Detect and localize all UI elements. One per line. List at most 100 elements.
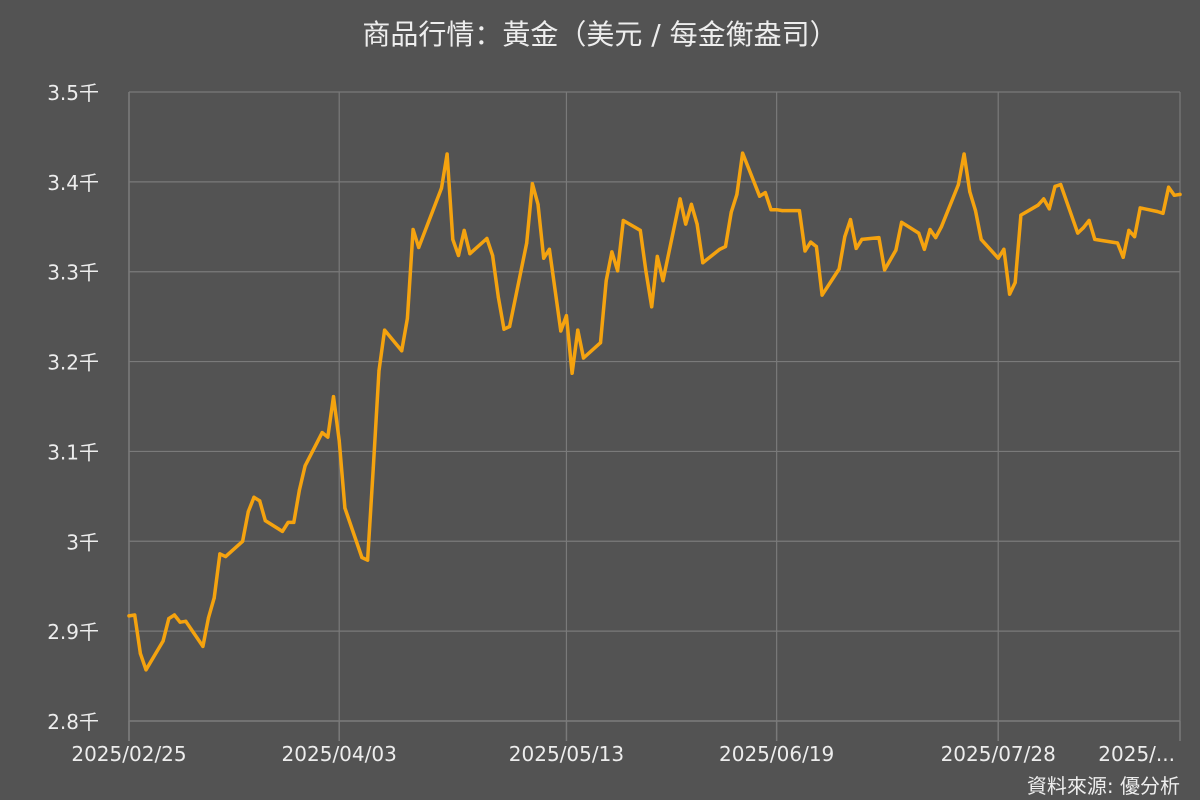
data-point: [530, 182, 534, 186]
data-point: [678, 197, 682, 201]
data-point: [894, 248, 898, 252]
data-point: [468, 252, 472, 256]
data-point: [689, 202, 694, 206]
data-point: [417, 245, 421, 250]
data-point: [1161, 211, 1165, 215]
data-point: [206, 616, 211, 620]
data-point: [201, 644, 205, 649]
data-point: [848, 217, 853, 222]
data-point: [252, 495, 256, 499]
data-point: [343, 506, 347, 510]
data-point: [718, 247, 722, 251]
data-point: [144, 668, 148, 672]
y-tick-label: 3.3千: [47, 261, 99, 285]
data-point: [451, 237, 455, 241]
data-point: [218, 552, 222, 556]
data-point: [934, 235, 938, 240]
y-axis-tick-labels: 2.8千 2.9千 3千 3.1千 3.2千 3.3千 3.4千 3.5千: [47, 81, 99, 734]
data-point: [1059, 182, 1063, 187]
data-point: [576, 328, 580, 332]
data-point: [922, 247, 926, 251]
data-point: [843, 235, 847, 239]
data-point: [172, 613, 177, 617]
y-tick-label: 3.4千: [47, 171, 99, 195]
y-tick-label: 3.1千: [47, 440, 99, 464]
data-point: [809, 240, 813, 244]
data-point: [1047, 207, 1051, 211]
data-point: [184, 619, 188, 623]
data-point: [882, 268, 887, 272]
grid-lines: [128, 91, 1181, 722]
data-point: [439, 186, 444, 190]
data-point: [383, 328, 387, 332]
data-point: [547, 247, 552, 251]
data-point: [161, 639, 165, 643]
data-point: [366, 558, 370, 562]
data-point: [1081, 226, 1086, 230]
data-point: [320, 430, 324, 435]
x-axis-tick-labels: 2025/02/25 2025/04/03 2025/05/13 2025/06/19…: [71, 742, 1175, 766]
data-point: [860, 237, 864, 241]
data-point: [246, 510, 250, 514]
y-tick-label: 3千: [66, 530, 99, 554]
data-point: [337, 439, 341, 443]
data-point: [598, 341, 603, 345]
data-point: [485, 236, 489, 241]
data-point: [820, 293, 824, 297]
data-point: [411, 227, 415, 232]
data-point: [241, 539, 245, 543]
data-point: [326, 435, 330, 439]
data-point: [701, 261, 705, 265]
data-point: [127, 614, 131, 618]
data-point: [740, 151, 745, 155]
data-point: [263, 519, 267, 523]
data-point: [490, 253, 495, 258]
chart-title: 商品行情：黃金（美元 / 每金衡盎司）: [362, 18, 837, 51]
data-point: [956, 182, 961, 187]
axes: [128, 92, 1181, 741]
data-point: [610, 250, 614, 254]
data-point: [780, 209, 784, 213]
data-point: [735, 192, 739, 197]
data-point: [900, 220, 904, 224]
data-point: [854, 246, 858, 250]
y-tick-label: 3.5千: [47, 81, 99, 105]
data-point: [1093, 237, 1097, 241]
data-point: [536, 202, 540, 206]
source-attribution: 資料來源: 優分析: [1027, 774, 1180, 798]
data-point: [542, 256, 546, 260]
data-point: [360, 555, 364, 560]
data-point: [962, 152, 966, 156]
data-point: [280, 529, 284, 534]
data-point: [167, 616, 171, 621]
data-point: [1036, 203, 1040, 207]
data-point: [604, 279, 608, 283]
data-point: [223, 554, 228, 559]
data-point: [979, 237, 983, 241]
data-point: [496, 295, 500, 299]
data-point: [615, 269, 620, 273]
series-layer: [127, 151, 1182, 672]
data-point: [655, 254, 659, 259]
data-point: [559, 329, 563, 333]
data-point: [178, 620, 182, 624]
data-point: [814, 244, 819, 249]
data-point: [928, 227, 932, 232]
data-point: [1138, 206, 1142, 210]
data-point: [996, 256, 1000, 260]
data-point: [525, 241, 529, 245]
data-point: [331, 395, 336, 399]
data-point: [1178, 192, 1182, 197]
x-tick-label: 2025/...: [1098, 742, 1175, 766]
data-point: [377, 368, 381, 373]
data-point: [1115, 241, 1120, 245]
data-point: [462, 228, 466, 232]
data-point: [973, 209, 978, 213]
data-point: [581, 356, 586, 360]
data-point: [877, 235, 881, 240]
data-point: [400, 349, 404, 353]
data-point: [570, 371, 574, 375]
data-point: [1121, 255, 1125, 259]
y-tick-label: 2.8千: [47, 710, 99, 734]
